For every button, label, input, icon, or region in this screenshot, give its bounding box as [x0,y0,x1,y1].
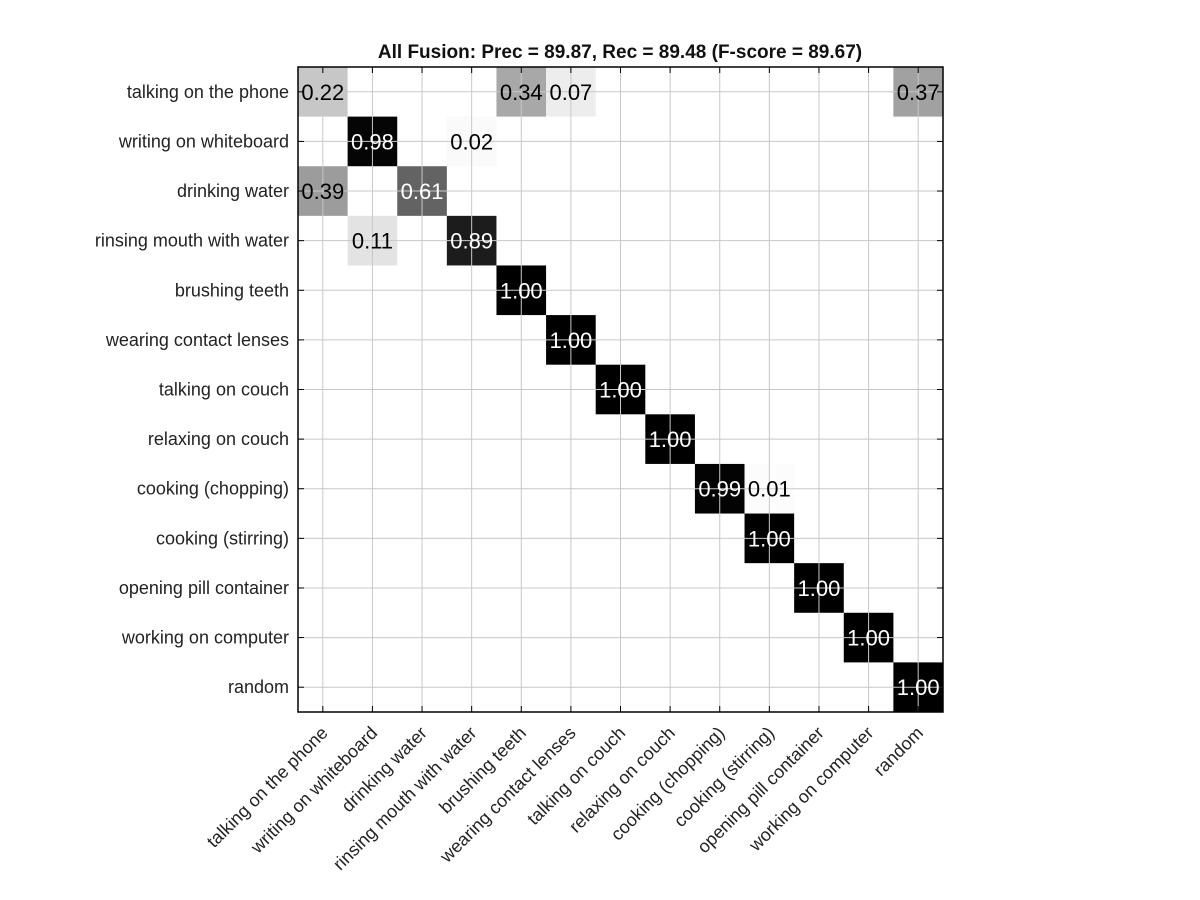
cell-value-label: 0.11 [352,229,393,254]
y-tick-label: opening pill container [119,578,289,598]
cell-value-label: 1.00 [748,526,791,551]
y-tick-label: cooking (chopping) [137,479,289,499]
cell-value-label: 0.22 [301,80,344,105]
cell-value-label: 1.00 [847,626,890,651]
y-tick-label: drinking water [177,181,289,201]
x-tick-label: drinking water [337,723,430,816]
y-tick-label: talking on couch [159,380,289,400]
cell-value-label: 1.00 [897,675,940,700]
x-tick-label: random [870,723,927,780]
y-tick-labels: talking on the phone writing on whiteboar… [95,82,289,697]
cell-value-label: 1.00 [599,378,642,403]
y-tick-label: relaxing on couch [148,429,289,449]
cell-value-labels: 0.22 0.34 0.07 0.37 0.98 0.02 0.39 0.61 0.11 0.89… [301,80,939,700]
axes-frame [297,66,944,713]
cell-value-label: 0.89 [450,229,493,254]
y-tick-label: writing on whiteboard [118,131,289,151]
tick-marks [298,67,943,712]
cell-value-label: 1.00 [649,427,692,452]
cell-value-label: 0.39 [301,179,344,204]
y-tick-label: random [228,677,289,697]
chart-title: All Fusion: Prec = 89.87, Rec = 89.48 (F… [378,42,862,63]
y-tick-label: wearing contact lenses [105,330,289,350]
cell-value-label: 0.34 [500,80,543,105]
cell-value-label: 1.00 [500,278,543,303]
cell-value-label: 0.37 [897,80,940,105]
y-tick-label: talking on the phone [127,82,289,102]
y-tick-label: cooking (stirring) [156,528,289,548]
grid-lines [298,67,943,712]
cell-value-label: 0.07 [549,80,592,105]
x-tick-label: brushing teeth [435,723,530,818]
cell-value-label: 1.00 [549,328,592,353]
y-tick-label: brushing teeth [175,280,289,300]
cell-value-label: 0.99 [698,477,741,502]
y-tick-label: rinsing mouth with water [95,231,289,251]
cell-value-label: 1.00 [798,576,841,601]
y-tick-label: working on computer [121,628,289,648]
cell-value-label: 0.98 [351,129,394,154]
cell-value-label: 0.61 [401,179,444,204]
cell-value-label: 0.02 [450,129,493,154]
cell-value-label: 0.01 [748,477,791,502]
